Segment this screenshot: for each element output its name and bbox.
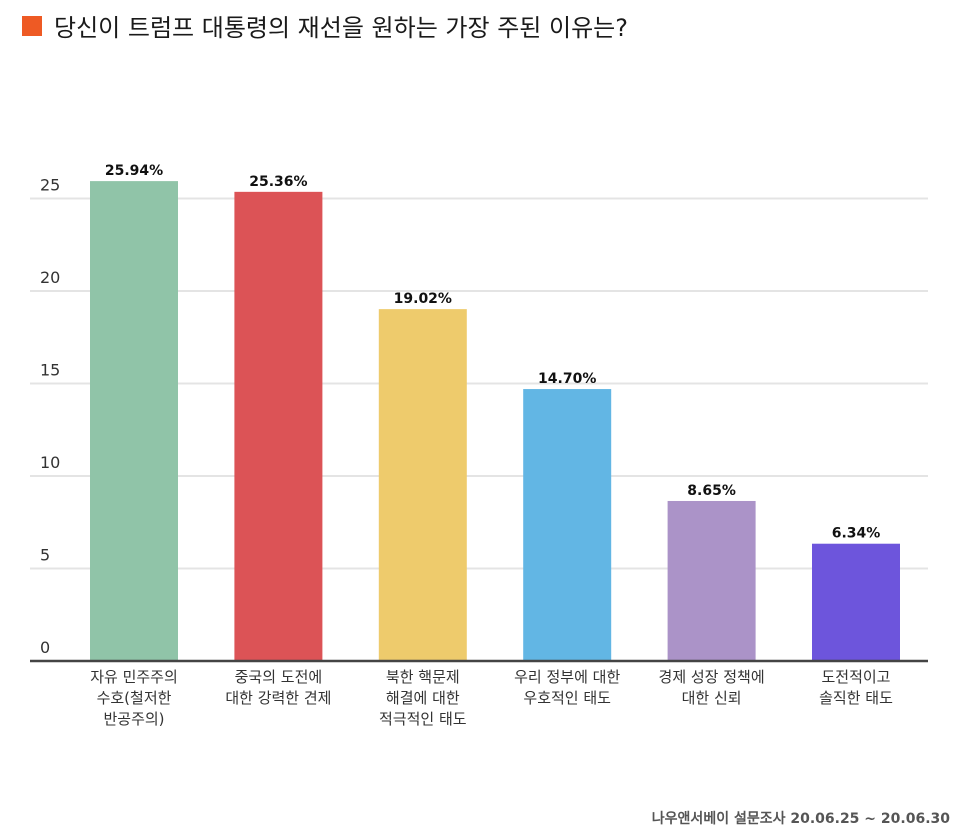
x-category-label: 북한 핵문제 — [386, 668, 460, 686]
x-category-label: 솔직한 태도 — [819, 689, 893, 707]
x-category-label: 적극적인 태도 — [379, 710, 467, 728]
x-category-label: 도전적이고 — [821, 668, 890, 686]
x-category-label: 우리 정부에 대한 — [514, 668, 620, 686]
bar-value-label: 19.02% — [394, 291, 452, 307]
x-category-label: 경제 성장 정책에 — [659, 668, 765, 686]
title-marker-icon — [22, 15, 42, 36]
chart-title: 당신이 트럼프 대통령의 재선을 원하는 가장 주된 이유는? — [54, 14, 628, 42]
x-category-label: 대한 강력한 견제 — [225, 689, 331, 707]
y-tick-label: 10 — [40, 453, 60, 472]
bar — [378, 309, 467, 661]
y-tick-label: 15 — [40, 361, 60, 380]
chart-title-row: 당신이 트럼프 대통령의 재선을 원하는 가장 주된 이유는? — [22, 8, 628, 43]
bar — [234, 191, 323, 661]
y-tick-label: 20 — [40, 268, 60, 287]
x-category-label: 수호(철저한 — [97, 689, 172, 707]
bar-value-label: 25.94% — [105, 163, 163, 179]
bar-value-label: 6.34% — [832, 526, 881, 542]
y-tick-label: 5 — [40, 546, 50, 565]
bar-value-label: 8.65% — [687, 483, 736, 499]
x-category-label: 해결에 대한 — [386, 689, 460, 707]
bar — [812, 543, 900, 661]
x-category-label: 중국의 도전에 — [235, 668, 323, 686]
y-tick-label: 25 — [40, 176, 60, 195]
x-category-label: 우호적인 태도 — [523, 689, 611, 707]
x-category-label: 자유 민주주의 — [90, 668, 178, 686]
bar-value-label: 14.70% — [538, 371, 596, 387]
bar-value-label: 25.36% — [249, 174, 307, 190]
x-category-label: 대한 신뢰 — [682, 689, 742, 707]
bar — [667, 500, 756, 661]
y-tick-label: 0 — [40, 638, 50, 657]
bar — [523, 389, 612, 661]
x-category-label: 반공주의) — [103, 710, 164, 728]
source-note: 나우앤서베이 설문조사 20.06.25 ~ 20.06.30 — [651, 811, 950, 827]
bar — [90, 181, 178, 662]
